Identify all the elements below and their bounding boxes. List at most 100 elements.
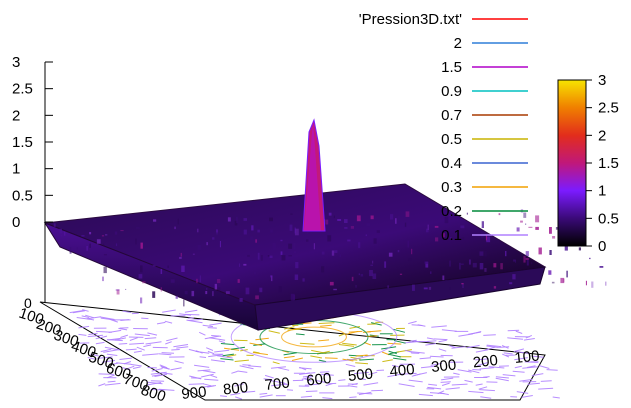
surface-speck <box>185 291 188 294</box>
surface-speck <box>523 256 525 263</box>
legend-label: 0.9 <box>441 83 462 100</box>
surface-speck <box>344 227 347 229</box>
surface-speck <box>449 261 451 267</box>
surface-speck <box>498 239 500 240</box>
surface-speck <box>89 232 91 234</box>
y-tick-label: 400 <box>389 361 416 381</box>
y-tick-label: 100 <box>514 347 541 367</box>
surface-speck <box>293 243 295 249</box>
surface-speck <box>528 227 532 228</box>
surface-speck <box>549 227 552 234</box>
surface-speck <box>377 230 380 233</box>
contour-segment <box>211 336 221 337</box>
surface-speck <box>171 279 175 283</box>
surface-speck <box>369 270 373 276</box>
surface-speck <box>552 236 555 239</box>
surface-speck <box>256 239 257 242</box>
z-tick-label: 1 <box>12 161 20 178</box>
surface-speck <box>244 218 248 221</box>
surface-speck <box>549 250 551 255</box>
surface-speck <box>539 248 542 255</box>
surface-speck <box>282 255 286 260</box>
contour-segment <box>349 331 363 332</box>
contour-segment <box>162 310 176 312</box>
surface-speck <box>430 271 431 274</box>
contour-segment <box>306 391 318 392</box>
contour-segment <box>185 314 200 315</box>
contour-segment <box>162 353 174 354</box>
z-tick-label: 0.5 <box>12 187 33 204</box>
surface-speck <box>500 263 503 269</box>
surface-speck <box>387 285 389 288</box>
surface-speck <box>238 279 240 283</box>
surface-speck <box>196 279 197 283</box>
surface-speck <box>322 252 325 255</box>
contour-segment <box>431 326 447 327</box>
surface-speck <box>102 235 104 236</box>
legend-label: 0.7 <box>441 107 462 124</box>
surface-speck <box>153 219 156 221</box>
surface-speck <box>212 237 214 240</box>
surface-speck <box>372 261 373 264</box>
contour-segment <box>141 318 148 319</box>
surface-speck <box>168 266 169 269</box>
z-tick-label: 3 <box>12 54 20 71</box>
surface-speck <box>268 255 270 257</box>
surface-speck <box>174 227 175 230</box>
surface-speck <box>428 225 429 230</box>
contour-segment <box>524 339 535 341</box>
contour-segment <box>319 323 335 324</box>
surface-speck <box>178 297 181 298</box>
surface-speck <box>280 240 282 241</box>
colorbar-tick-label: 2 <box>598 127 606 144</box>
contour-segment <box>208 328 217 329</box>
contour-segment <box>367 331 381 332</box>
surface-speck <box>535 215 539 222</box>
surface-speck <box>212 291 214 296</box>
colorbar-tick-label: 0 <box>598 238 606 255</box>
surface-speck <box>198 245 202 250</box>
surface-speck <box>77 247 79 250</box>
surface-speck <box>340 254 341 257</box>
surface-speck <box>520 221 523 223</box>
surface-speck <box>509 248 510 250</box>
surface-speck <box>161 287 162 291</box>
surface-speck <box>290 225 293 231</box>
surface-speck <box>411 249 412 254</box>
surface-speck <box>517 227 520 231</box>
surface-speck <box>120 230 123 231</box>
z-tick-label: 2 <box>12 107 20 124</box>
surface-speck <box>142 281 146 283</box>
surface-speck <box>255 295 259 299</box>
surface-speck <box>270 230 273 233</box>
contour-segment <box>427 338 435 339</box>
surface-speck <box>270 256 273 258</box>
contour-segment <box>434 339 447 340</box>
contour-segment <box>522 396 533 398</box>
surface-speck <box>220 241 221 247</box>
surface-speck <box>307 232 309 234</box>
surface-speck <box>408 241 410 248</box>
contour-segment <box>242 365 250 366</box>
surface-speck <box>205 291 207 294</box>
surface-speck <box>548 270 551 275</box>
colorbar-ticks: 32.521.510.50 <box>586 72 619 255</box>
surface-speck <box>87 246 88 251</box>
surface-speck <box>480 263 484 269</box>
surface-speck <box>330 282 334 286</box>
surface-speck <box>136 227 140 228</box>
surface-speck <box>288 244 292 249</box>
legend-label: 0.2 <box>441 203 462 220</box>
surface-speck <box>525 223 526 225</box>
surface-speck <box>347 240 350 242</box>
x-tick-label: 800 <box>139 382 168 403</box>
contour-segment <box>108 381 116 382</box>
surface-speck <box>337 219 341 221</box>
legend-label: 0.4 <box>441 155 462 172</box>
surface-speck <box>206 242 208 245</box>
surface-speck <box>552 282 555 284</box>
surface-speck <box>408 258 412 261</box>
colorbar-tick-label: 1 <box>598 183 606 200</box>
contour-segment <box>547 370 558 371</box>
surface-speck <box>400 274 402 275</box>
